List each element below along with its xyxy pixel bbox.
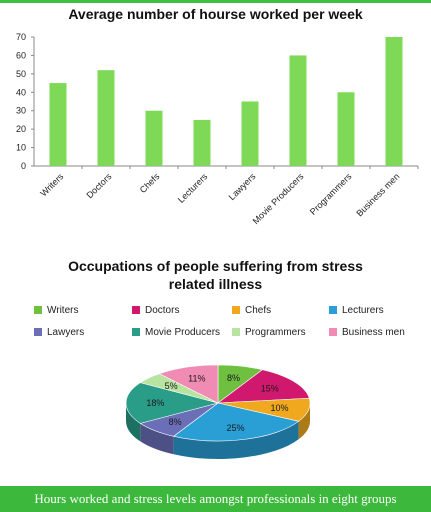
y-tick-label: 40 — [16, 87, 26, 97]
legend-swatch — [132, 306, 140, 315]
bar — [241, 101, 259, 166]
bar-chart: 0 10 20 30 40 50 60 70 Writers Doctors Chefs Lectur… — [16, 32, 419, 226]
x-tick-label: Business men — [354, 171, 401, 218]
x-tick-label: Lawyers — [227, 171, 258, 202]
y-tick-label: 70 — [16, 32, 26, 42]
y-tick-label: 60 — [16, 50, 26, 60]
legend-item: Chefs — [232, 305, 271, 316]
legend-label: Lawyers — [47, 327, 85, 338]
y-tick-label: 0 — [21, 161, 26, 171]
legend-item: Movie Producers — [132, 327, 220, 338]
pie-data-label: 8% — [227, 373, 240, 383]
pie-slice — [217, 369, 310, 404]
bar — [97, 70, 115, 166]
pie-data-label: 18% — [146, 398, 164, 408]
pie-slice — [172, 402, 300, 442]
legend-label: Writers — [47, 305, 79, 316]
legend-item: Lecturers — [329, 305, 384, 316]
top-strip — [0, 0, 431, 3]
legend-swatch — [34, 328, 42, 337]
x-tick-label: Chefs — [138, 171, 162, 195]
legend-label: Lecturers — [342, 305, 384, 316]
bar — [49, 83, 67, 166]
pie-slice — [158, 364, 219, 404]
x-tick-label: Movie Producers — [251, 171, 306, 226]
x-tick-label: Doctors — [84, 171, 113, 200]
legend-label: Business men — [342, 327, 405, 338]
legend-label: Doctors — [145, 305, 180, 316]
legend-label: Chefs — [245, 305, 272, 316]
pie-data-label: 11% — [188, 374, 205, 384]
y-tick-label: 30 — [16, 106, 26, 116]
pie-slice — [125, 382, 220, 424]
pie-slice-side — [140, 423, 174, 455]
pie-slice — [217, 397, 311, 422]
pie-data-label: 5% — [165, 381, 178, 391]
legend-item: Business men — [329, 327, 405, 338]
legend-swatch — [34, 306, 42, 315]
pie-chart-title: Occupations of people suffering from str… — [0, 257, 431, 293]
legend-item: Programmers — [232, 327, 306, 338]
bar — [289, 55, 307, 166]
bar — [145, 110, 163, 166]
y-tick-label: 50 — [16, 69, 26, 79]
pie-data-label: 25% — [226, 423, 244, 433]
y-tick-label: 20 — [16, 124, 26, 134]
legend-swatch — [232, 306, 240, 315]
pie-slice — [139, 402, 219, 437]
pie-slice-side — [298, 403, 310, 440]
pie-data-label: 10% — [270, 403, 288, 413]
footer-caption: Hours worked and stress levels amongst p… — [0, 486, 431, 512]
pie-slice-side — [173, 421, 299, 459]
pie-slice — [217, 364, 264, 404]
x-tick-label: Lecturers — [176, 171, 210, 205]
legend-item: Lawyers — [34, 327, 84, 338]
legend-swatch — [232, 328, 240, 337]
pie-data-label: 8% — [169, 417, 182, 427]
bar-chart-title: Average number of hourse worked per week — [68, 6, 363, 22]
pie-title-line-1: Occupations of people suffering from str… — [68, 258, 363, 274]
legend-swatch — [329, 328, 337, 337]
legend-item: Doctors — [132, 305, 179, 316]
bar — [193, 119, 211, 166]
legend-swatch — [329, 306, 337, 315]
pie-slice-side — [126, 403, 141, 442]
pie-title-line-2: related illness — [168, 276, 263, 292]
y-tick-label: 10 — [16, 143, 26, 153]
legend-item: Writers — [34, 305, 78, 316]
bar — [385, 37, 403, 166]
pie-data-label: 15% — [261, 383, 279, 393]
legend-label: Programmers — [245, 327, 306, 338]
legend-swatch — [132, 328, 140, 337]
legend-label: Movie Producers — [145, 327, 221, 338]
x-tick-label: Writers — [38, 171, 65, 198]
x-tick-label: Programmers — [308, 171, 354, 217]
pie-slice — [139, 373, 219, 404]
bar — [337, 92, 355, 166]
